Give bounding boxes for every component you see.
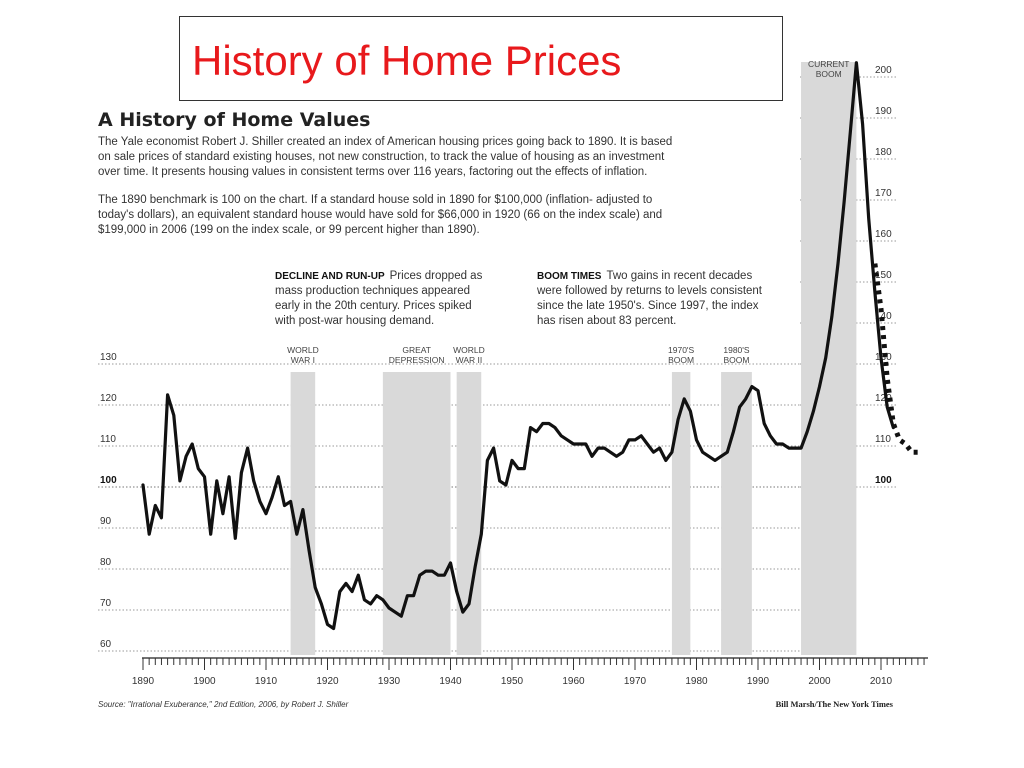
source-note: Source: "Irrational Exuberance," 2nd Edi…	[98, 700, 349, 709]
note-line: DECLINE AND RUN-UP Prices dropped as	[275, 270, 483, 282]
intro-line: over time. It presents housing values in…	[98, 166, 647, 178]
chart-heading: A History of Home Values	[98, 109, 370, 131]
y-tick-label: 60	[100, 639, 112, 650]
y-tick-label-right: 150	[875, 270, 892, 281]
x-tick-label: 2010	[870, 676, 893, 687]
x-tick-label: 1920	[316, 676, 339, 687]
x-tick-label: 2000	[808, 676, 831, 687]
x-tick-label: 1890	[132, 676, 155, 687]
event-band-label: WORLD	[287, 345, 319, 355]
note-first-text: Prices dropped as	[390, 270, 483, 282]
note-line: has risen about 83 percent.	[537, 315, 676, 327]
event-band-label: GREAT	[402, 345, 431, 355]
event-band-label: WORLD	[453, 345, 485, 355]
y-tick-label: 90	[100, 516, 112, 527]
axes: 60 70 80 90 100 110 120 130 100 110 120 130 140 150 16…	[100, 59, 928, 687]
y-tick-label-right: 100	[875, 475, 892, 486]
y-tick-label: 110	[100, 434, 116, 445]
note-line: mass production techniques appeared	[275, 285, 470, 297]
y-tick-label-right: 130	[875, 352, 892, 363]
y-tick-label-right: 190	[875, 106, 892, 117]
slide-title: History of Home Prices	[192, 37, 622, 84]
x-tick-label: 1960	[562, 676, 585, 687]
note-boom-times: BOOM TIMES Two gains in recent decades we…	[536, 270, 763, 327]
event-band-label: BOOM	[668, 355, 694, 365]
note-line: since the late 1950's. Since 1997, the i…	[537, 300, 759, 312]
benchmark-paragraph: The 1890 benchmark is 100 on the chart. …	[98, 194, 662, 236]
benchmark-line: today's dollars), an equivalent standard…	[98, 209, 662, 221]
index-line	[141, 61, 895, 631]
x-tick-label: 1950	[501, 676, 524, 687]
event-band	[671, 372, 691, 655]
y-tick-label-right: 170	[875, 188, 892, 199]
y-tick-label: 70	[100, 598, 112, 609]
event-bands	[290, 62, 857, 655]
x-tick-label: 1930	[378, 676, 401, 687]
benchmark-line: The 1890 benchmark is 100 on the chart. …	[98, 194, 652, 206]
slide-title-box: History of Home Prices	[179, 16, 783, 101]
y-tick-label-right: 140	[875, 311, 892, 322]
event-band-label: WAR I	[291, 355, 315, 365]
series-lines	[141, 61, 918, 631]
x-tick-label: 1980	[685, 676, 708, 687]
y-tick-label: 80	[100, 557, 112, 568]
note-line: with post-war housing demand.	[274, 315, 434, 327]
gridlines	[98, 76, 898, 652]
note-first-text: Two gains in recent decades	[606, 270, 752, 282]
y-tick-label-right: 160	[875, 229, 892, 240]
intro-paragraph: The Yale economist Robert J. Shiller cre…	[98, 136, 672, 178]
y-tick-label-right: 200	[875, 65, 892, 76]
event-band-label: 1970'S	[668, 345, 695, 355]
intro-line: The Yale economist Robert J. Shiller cre…	[98, 136, 672, 148]
note-line: early in the 20th century. Prices spiked	[275, 300, 472, 312]
note-heading: DECLINE AND RUN-UP	[275, 271, 385, 282]
benchmark-line: $199,000 in 2006 (199 on the index scale…	[98, 224, 480, 236]
event-band-label: WAR II	[456, 355, 483, 365]
x-tick-label: 1910	[255, 676, 278, 687]
note-line: were followed by returns to levels consi…	[536, 285, 763, 297]
credit-note: Bill Marsh/The New York Times	[776, 699, 894, 709]
event-band	[382, 372, 451, 655]
y-tick-label: 120	[100, 393, 117, 404]
y-tick-label-right: 120	[875, 393, 892, 404]
y-tick-label: 100	[100, 475, 117, 486]
x-tick-label: 1900	[193, 676, 216, 687]
intro-line: on sale prices of standard existing hous…	[98, 151, 665, 163]
y-tick-label-right: 180	[875, 147, 892, 158]
projection-line	[872, 263, 918, 455]
note-decline-run-up: DECLINE AND RUN-UP Prices dropped as mass…	[274, 270, 483, 327]
event-band-label: BOOM	[723, 355, 749, 365]
x-tick-label: 1970	[624, 676, 647, 687]
event-band-label: CURRENT	[808, 59, 850, 69]
x-tick-label: 1940	[439, 676, 462, 687]
event-band-label: BOOM	[816, 69, 842, 79]
event-band-label: DEPRESSION	[389, 355, 445, 365]
y-tick-label: 130	[100, 352, 117, 363]
y-tick-label-right: 110	[875, 434, 891, 445]
event-band	[456, 372, 482, 655]
x-tick-label: 1990	[747, 676, 770, 687]
note-heading: BOOM TIMES	[537, 271, 602, 282]
note-line: BOOM TIMES Two gains in recent decades	[537, 270, 752, 282]
event-band-label: 1980'S	[723, 345, 750, 355]
